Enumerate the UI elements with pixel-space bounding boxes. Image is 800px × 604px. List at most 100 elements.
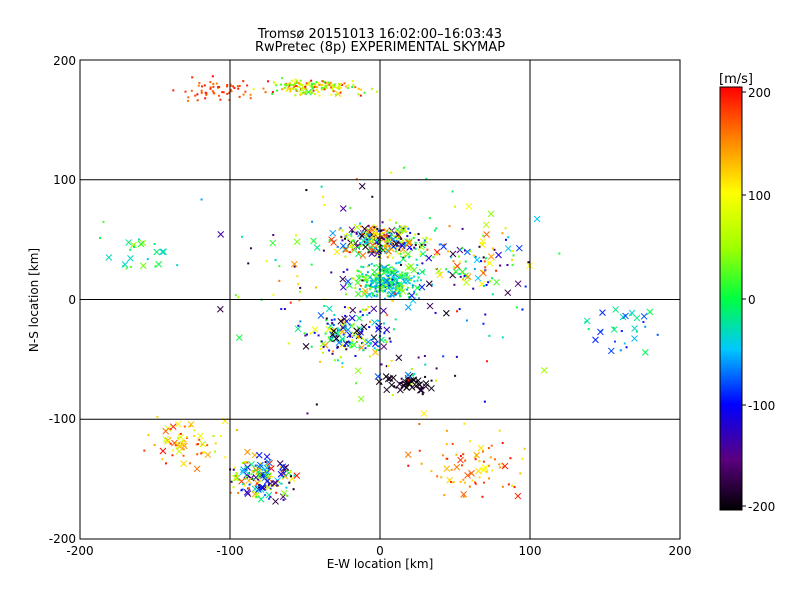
data-point-dot [410,368,413,371]
data-point-dot [235,475,238,478]
data-point-dot [359,310,362,313]
data-point-dot [289,88,292,91]
data-point-dot [233,87,236,90]
data-point-dot [262,87,265,90]
data-point-dot [461,278,464,281]
data-point-dot [384,339,387,342]
data-point-dot [313,86,316,89]
data-point-dot [499,264,502,267]
data-point-dot [308,83,311,86]
data-point-cross [204,451,212,459]
data-point-dot [406,286,409,289]
data-point-dot [332,328,335,331]
data-point-dot [386,271,389,274]
data-point-cross [317,312,325,319]
grid-lines [80,60,680,539]
data-point-dot [389,340,392,343]
x-tick-labels: -200 -100 0 100 200 [66,544,691,558]
data-point-cross [646,308,654,316]
data-point-dot [452,260,455,263]
data-point-dot [391,287,394,290]
data-point-dot [358,346,361,349]
data-point-cross [419,250,427,258]
data-point-dot [387,274,390,277]
data-point-dot [315,403,318,406]
data-point-cross [504,289,512,297]
data-point-cross [256,461,264,469]
data-point-dot [462,495,465,498]
data-point-dot [215,82,218,85]
data-point-dot [469,250,472,253]
data-point-dot [153,443,156,446]
chart-title: Tromsø 20151013 16:02:00–16:03:43 [257,27,502,42]
data-point-dot [333,318,336,321]
data-point-dot [375,284,378,287]
data-point-cross [354,290,362,298]
data-point-dot [354,287,357,290]
data-point-dot [336,345,339,348]
data-point-cross [380,307,387,315]
data-point-dot [404,254,407,257]
data-point-dot [376,277,379,280]
data-point-cross [329,229,337,237]
data-point-dot [102,220,105,223]
data-point-dot [369,284,372,287]
chart-subtitle: RwPretec (8p) EXPERIMENTAL SKYMAP [255,40,505,55]
data-point-cross [217,231,225,238]
data-point-dot [377,242,380,245]
data-point-dot [447,270,450,273]
data-point-dot [375,295,378,298]
data-point-dot [398,261,401,264]
data-point-dot [374,287,377,290]
data-point-cross [285,469,292,477]
data-point-dot [259,462,262,465]
data-point-cross [280,489,288,497]
data-point-dot [146,258,149,261]
data-point-dot [362,276,365,279]
data-point-dot [380,284,383,287]
data-point-dot [435,367,438,370]
data-point-dot [349,207,352,210]
data-point-dot [368,344,371,347]
data-point-dot [507,236,510,239]
data-point-dot [375,279,378,282]
data-point-dot [384,245,387,248]
data-point-dot [296,275,299,278]
data-point-dot [372,246,375,249]
data-point-dot [364,279,367,282]
data-point-dot [445,443,448,446]
data-point-dot [310,91,313,94]
data-point-dot [356,269,359,272]
data-point-dot [364,284,367,287]
data-point-dot [256,473,259,476]
data-point-cross [160,248,167,256]
data-point-cross [405,240,413,247]
data-point-dot [294,84,297,87]
data-point-dot [295,84,298,87]
data-point-dot [196,453,199,456]
plot-frame [79,59,681,540]
data-point-dot [268,497,271,500]
data-point-dot [402,285,405,288]
data-point-dot [218,85,221,88]
data-point-dot [491,469,494,472]
data-point-dot [269,487,272,490]
data-point-dot [264,460,267,463]
data-point-dot [129,248,132,251]
data-point-dot [612,326,615,329]
data-point-dot [321,80,324,83]
data-point-dot [291,87,294,90]
data-point-dot [386,256,389,259]
data-point-dot [331,336,334,339]
data-point-dot [377,274,380,277]
data-point-dot [413,290,416,293]
data-point-dot [242,80,245,83]
data-point-dot [311,220,314,223]
data-point-dot [203,84,206,87]
data-point-dot [292,86,295,89]
data-point-dot [323,304,326,307]
data-point-dot [195,443,198,446]
data-point-cross [396,380,403,388]
data-point-dot [420,243,423,246]
y-tick-label: -200 [49,532,76,546]
